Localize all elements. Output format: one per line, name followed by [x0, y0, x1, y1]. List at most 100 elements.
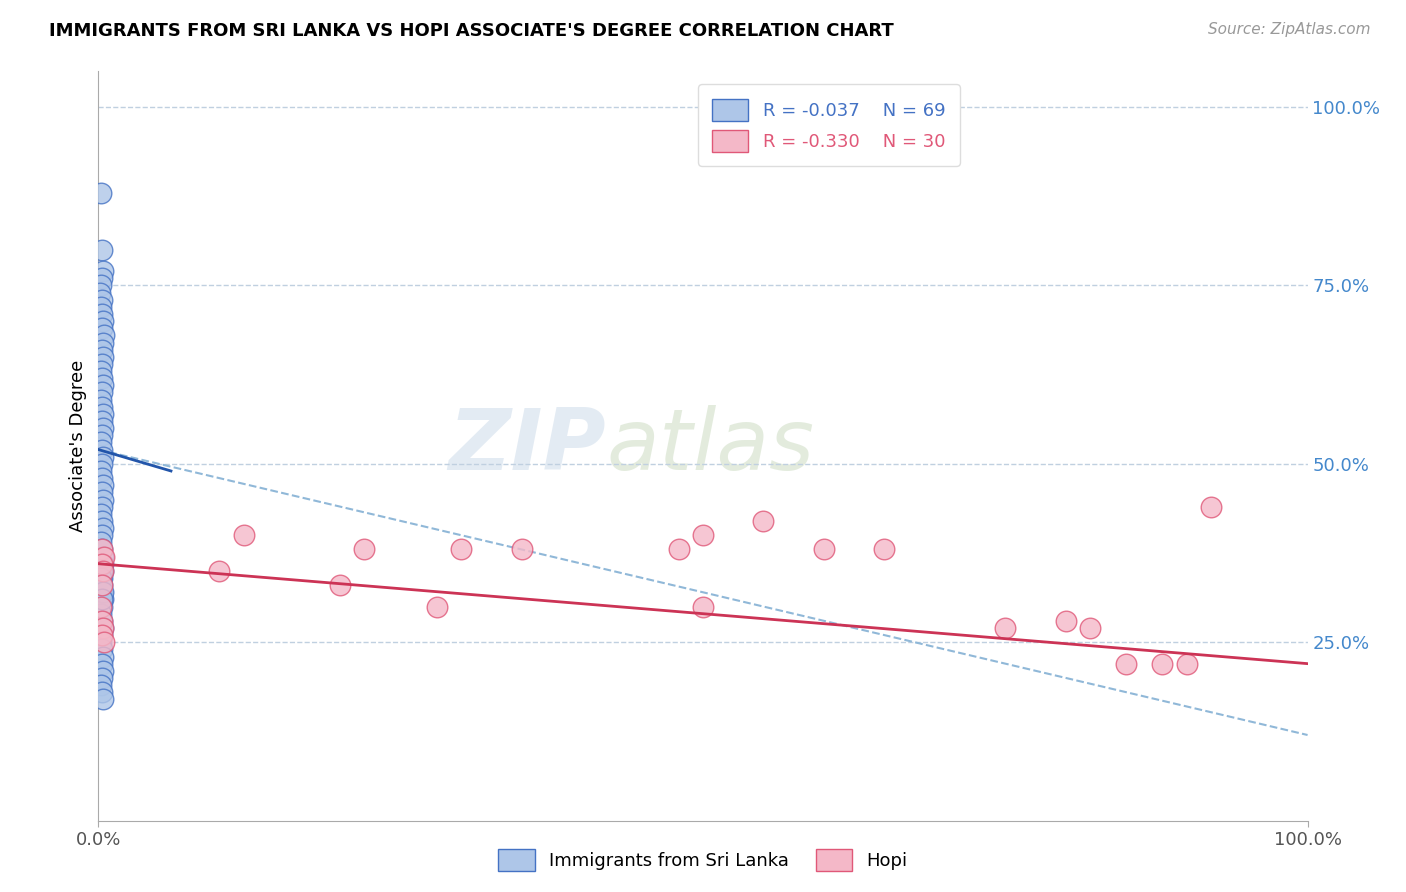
- Point: [91, 664, 114, 678]
- Point: [994, 621, 1017, 635]
- Point: [91, 628, 114, 642]
- Point: [91, 307, 114, 321]
- Point: [90, 507, 112, 521]
- Point: [1199, 500, 1222, 514]
- Point: [91, 400, 114, 414]
- Point: [91, 649, 114, 664]
- Point: [90, 435, 112, 450]
- Point: [91, 243, 114, 257]
- Point: [91, 421, 114, 435]
- Point: [91, 692, 114, 706]
- Point: [692, 599, 714, 614]
- Point: [91, 335, 114, 350]
- Point: [91, 557, 114, 571]
- Point: [90, 635, 112, 649]
- Point: [91, 614, 114, 628]
- Point: [91, 628, 114, 642]
- Point: [91, 564, 114, 578]
- Point: [93, 635, 115, 649]
- Legend: Immigrants from Sri Lanka, Hopi: Immigrants from Sri Lanka, Hopi: [491, 842, 915, 879]
- Point: [89, 285, 111, 300]
- Point: [91, 671, 114, 685]
- Point: [91, 264, 114, 278]
- Point: [752, 514, 775, 528]
- Point: [91, 378, 114, 392]
- Point: [91, 428, 114, 442]
- Point: [90, 599, 112, 614]
- Point: [90, 364, 112, 378]
- Point: [91, 621, 114, 635]
- Point: [90, 578, 112, 592]
- Point: [91, 614, 114, 628]
- Text: ZIP: ZIP: [449, 404, 606, 488]
- Legend: R = -0.037    N = 69, R = -0.330    N = 30: R = -0.037 N = 69, R = -0.330 N = 30: [697, 84, 960, 166]
- Point: [1115, 657, 1137, 671]
- Point: [90, 278, 112, 293]
- Point: [90, 678, 112, 692]
- Point: [873, 542, 896, 557]
- Point: [1152, 657, 1174, 671]
- Point: [91, 642, 114, 657]
- Text: Source: ZipAtlas.com: Source: ZipAtlas.com: [1208, 22, 1371, 37]
- Point: [91, 557, 114, 571]
- Point: [91, 478, 114, 492]
- Point: [90, 464, 112, 478]
- Point: [91, 492, 114, 507]
- Point: [91, 528, 114, 542]
- Point: [91, 564, 114, 578]
- Point: [91, 471, 114, 485]
- Text: atlas: atlas: [606, 404, 814, 488]
- Point: [93, 549, 115, 564]
- Point: [91, 578, 114, 592]
- Point: [91, 592, 114, 607]
- Y-axis label: Associate's Degree: Associate's Degree: [69, 359, 87, 533]
- Point: [91, 592, 114, 607]
- Point: [1054, 614, 1077, 628]
- Point: [90, 571, 112, 585]
- Point: [1175, 657, 1198, 671]
- Point: [91, 685, 114, 699]
- Point: [91, 385, 114, 400]
- Point: [91, 414, 114, 428]
- Point: [1078, 621, 1101, 635]
- Point: [91, 350, 114, 364]
- Point: [91, 485, 114, 500]
- Point: [93, 328, 115, 343]
- Point: [813, 542, 835, 557]
- Point: [91, 621, 114, 635]
- Point: [91, 407, 114, 421]
- Point: [353, 542, 375, 557]
- Point: [91, 314, 114, 328]
- Point: [510, 542, 533, 557]
- Point: [91, 521, 114, 535]
- Point: [90, 392, 112, 407]
- Point: [91, 271, 114, 285]
- Point: [90, 300, 112, 314]
- Point: [692, 528, 714, 542]
- Point: [91, 371, 114, 385]
- Point: [91, 357, 114, 371]
- Point: [91, 542, 114, 557]
- Point: [90, 535, 112, 549]
- Point: [91, 564, 114, 578]
- Point: [91, 500, 114, 514]
- Text: IMMIGRANTS FROM SRI LANKA VS HOPI ASSOCIATE'S DEGREE CORRELATION CHART: IMMIGRANTS FROM SRI LANKA VS HOPI ASSOCI…: [49, 22, 894, 40]
- Point: [232, 528, 254, 542]
- Point: [91, 542, 114, 557]
- Point: [91, 343, 114, 357]
- Point: [91, 293, 114, 307]
- Point: [91, 549, 114, 564]
- Point: [91, 585, 114, 599]
- Point: [91, 585, 114, 599]
- Point: [208, 564, 231, 578]
- Point: [91, 442, 114, 457]
- Point: [91, 514, 114, 528]
- Point: [91, 571, 114, 585]
- Point: [90, 186, 112, 200]
- Point: [426, 599, 449, 614]
- Point: [91, 657, 114, 671]
- Point: [329, 578, 352, 592]
- Point: [91, 321, 114, 335]
- Point: [450, 542, 472, 557]
- Point: [668, 542, 690, 557]
